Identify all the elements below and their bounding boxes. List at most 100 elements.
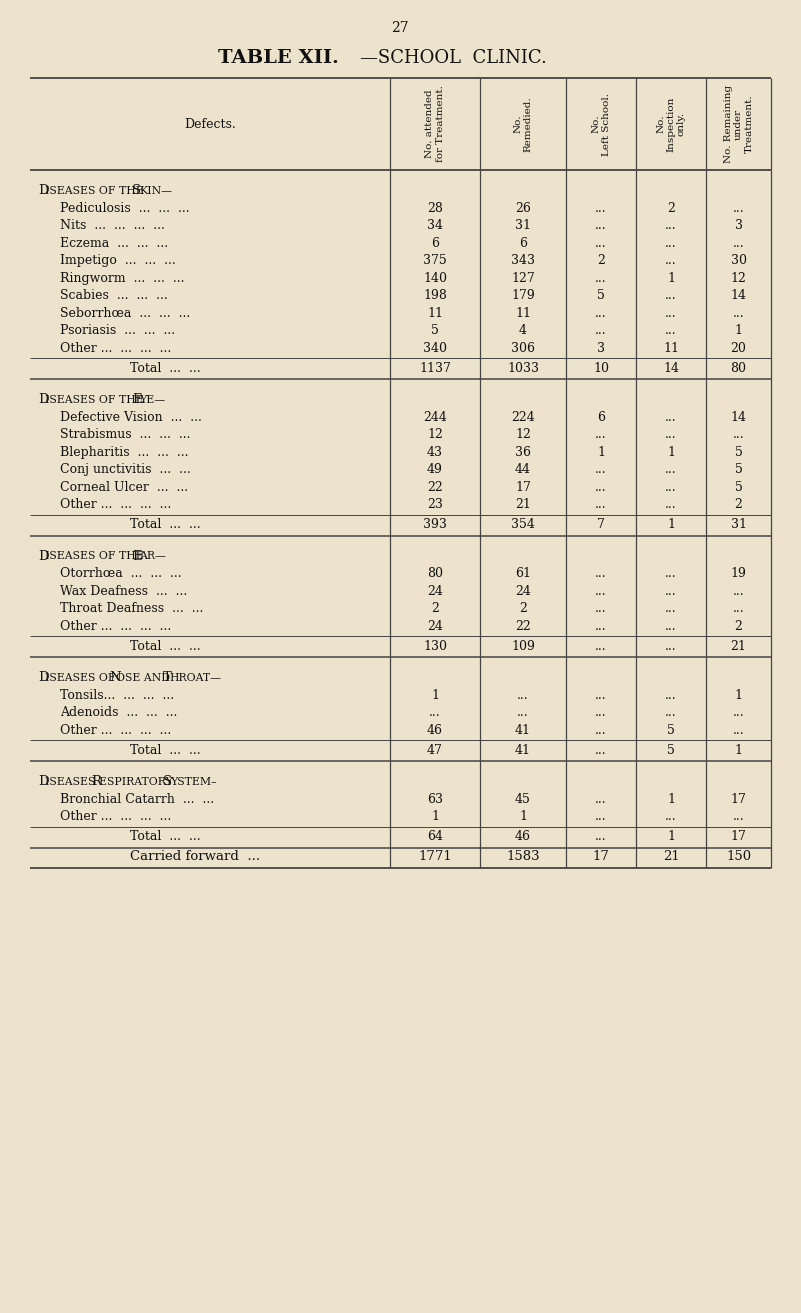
Text: 12: 12 xyxy=(731,272,747,285)
Text: Bronchial Catarrh  ...  ...: Bronchial Catarrh ... ... xyxy=(60,793,214,806)
Text: 5: 5 xyxy=(735,463,743,477)
Text: E: E xyxy=(132,394,142,407)
Text: 47: 47 xyxy=(427,744,443,758)
Text: ...: ... xyxy=(595,307,607,320)
Text: Total  ...  ...: Total ... ... xyxy=(130,744,200,758)
Text: ...: ... xyxy=(665,236,677,249)
Text: 4: 4 xyxy=(519,324,527,337)
Text: Total  ...  ...: Total ... ... xyxy=(130,831,200,843)
Text: 109: 109 xyxy=(511,639,535,653)
Text: Ringworm  ...  ...  ...: Ringworm ... ... ... xyxy=(60,272,184,285)
Text: Blepharitis  ...  ...  ...: Blepharitis ... ... ... xyxy=(60,446,188,458)
Text: R: R xyxy=(91,776,102,788)
Text: 2: 2 xyxy=(597,255,605,268)
Text: 179: 179 xyxy=(511,289,535,302)
Text: 1: 1 xyxy=(667,831,675,843)
Text: ...: ... xyxy=(665,324,677,337)
Text: ...: ... xyxy=(595,706,607,720)
Text: D: D xyxy=(38,671,49,684)
Text: Defects.: Defects. xyxy=(184,117,235,130)
Text: ...: ... xyxy=(595,272,607,285)
Text: Nits  ...  ...  ...  ...: Nits ... ... ... ... xyxy=(60,219,165,232)
Text: 1033: 1033 xyxy=(507,362,539,376)
Text: TABLE XII.: TABLE XII. xyxy=(218,49,339,67)
Text: S: S xyxy=(163,776,171,788)
Text: AR—: AR— xyxy=(139,551,167,562)
Text: ...: ... xyxy=(665,307,677,320)
Text: 31: 31 xyxy=(515,219,531,232)
Text: 80: 80 xyxy=(427,567,443,580)
Text: 24: 24 xyxy=(515,584,531,597)
Text: Total  ...  ...: Total ... ... xyxy=(130,639,200,653)
Text: Eczema  ...  ...  ...: Eczema ... ... ... xyxy=(60,236,168,249)
Text: 140: 140 xyxy=(423,272,447,285)
Text: 5: 5 xyxy=(667,723,675,737)
Text: Other ...  ...  ...  ...: Other ... ... ... ... xyxy=(60,341,171,355)
Text: 61: 61 xyxy=(515,567,531,580)
Text: 6: 6 xyxy=(597,411,605,424)
Text: Other ...  ...  ...  ...: Other ... ... ... ... xyxy=(60,723,171,737)
Text: KIN—: KIN— xyxy=(139,186,172,196)
Text: 343: 343 xyxy=(511,255,535,268)
Text: ...: ... xyxy=(733,603,744,616)
Text: 17: 17 xyxy=(731,831,747,843)
Text: 1: 1 xyxy=(667,272,675,285)
Text: ...: ... xyxy=(595,723,607,737)
Text: 354: 354 xyxy=(511,519,535,532)
Text: ...: ... xyxy=(665,219,677,232)
Text: Total  ...  ...: Total ... ... xyxy=(130,519,200,532)
Text: HROAT—: HROAT— xyxy=(170,672,222,683)
Text: ...: ... xyxy=(595,499,607,511)
Text: ...: ... xyxy=(733,706,744,720)
Text: 63: 63 xyxy=(427,793,443,806)
Text: E: E xyxy=(132,550,142,563)
Text: ...: ... xyxy=(595,202,607,215)
Text: 306: 306 xyxy=(511,341,535,355)
Text: ...: ... xyxy=(665,620,677,633)
Text: 5: 5 xyxy=(667,744,675,758)
Text: ...: ... xyxy=(595,463,607,477)
Text: ISEASES OF THE: ISEASES OF THE xyxy=(45,551,147,562)
Text: 11: 11 xyxy=(515,307,531,320)
Text: ...: ... xyxy=(595,584,607,597)
Text: Other ...  ...  ...  ...: Other ... ... ... ... xyxy=(60,499,171,511)
Text: 5: 5 xyxy=(597,289,605,302)
Text: 1583: 1583 xyxy=(506,850,540,863)
Text: 80: 80 xyxy=(731,362,747,376)
Text: 224: 224 xyxy=(511,411,535,424)
Text: 23: 23 xyxy=(427,499,443,511)
Text: —SCHOOL  CLINIC.: —SCHOOL CLINIC. xyxy=(360,49,547,67)
Text: 36: 36 xyxy=(515,446,531,458)
Text: 7: 7 xyxy=(597,519,605,532)
Text: ...: ... xyxy=(733,428,744,441)
Text: Other ...  ...  ...  ...: Other ... ... ... ... xyxy=(60,810,171,823)
Text: 1: 1 xyxy=(735,689,743,702)
Text: 127: 127 xyxy=(511,272,535,285)
Text: 34: 34 xyxy=(427,219,443,232)
Text: 41: 41 xyxy=(515,744,531,758)
Text: 5: 5 xyxy=(735,446,743,458)
Text: 43: 43 xyxy=(427,446,443,458)
Text: 1: 1 xyxy=(431,689,439,702)
Text: 3: 3 xyxy=(735,219,743,232)
Text: ...: ... xyxy=(665,810,677,823)
Text: 393: 393 xyxy=(423,519,447,532)
Text: 375: 375 xyxy=(423,255,447,268)
Text: 30: 30 xyxy=(731,255,747,268)
Text: OSE AND: OSE AND xyxy=(116,672,174,683)
Text: ...: ... xyxy=(665,706,677,720)
Text: ...: ... xyxy=(595,219,607,232)
Text: 2: 2 xyxy=(519,603,527,616)
Text: 1: 1 xyxy=(597,446,605,458)
Text: Throat Deafness  ...  ...: Throat Deafness ... ... xyxy=(60,603,203,616)
Text: ...: ... xyxy=(517,706,529,720)
Text: ...: ... xyxy=(665,289,677,302)
Text: YE—: YE— xyxy=(139,395,166,404)
Text: 21: 21 xyxy=(662,850,679,863)
Text: 17: 17 xyxy=(731,793,747,806)
Text: ...: ... xyxy=(665,411,677,424)
Text: ...: ... xyxy=(733,236,744,249)
Text: ...: ... xyxy=(595,793,607,806)
Text: 198: 198 xyxy=(423,289,447,302)
Text: Defective Vision  ...  ...: Defective Vision ... ... xyxy=(60,411,202,424)
